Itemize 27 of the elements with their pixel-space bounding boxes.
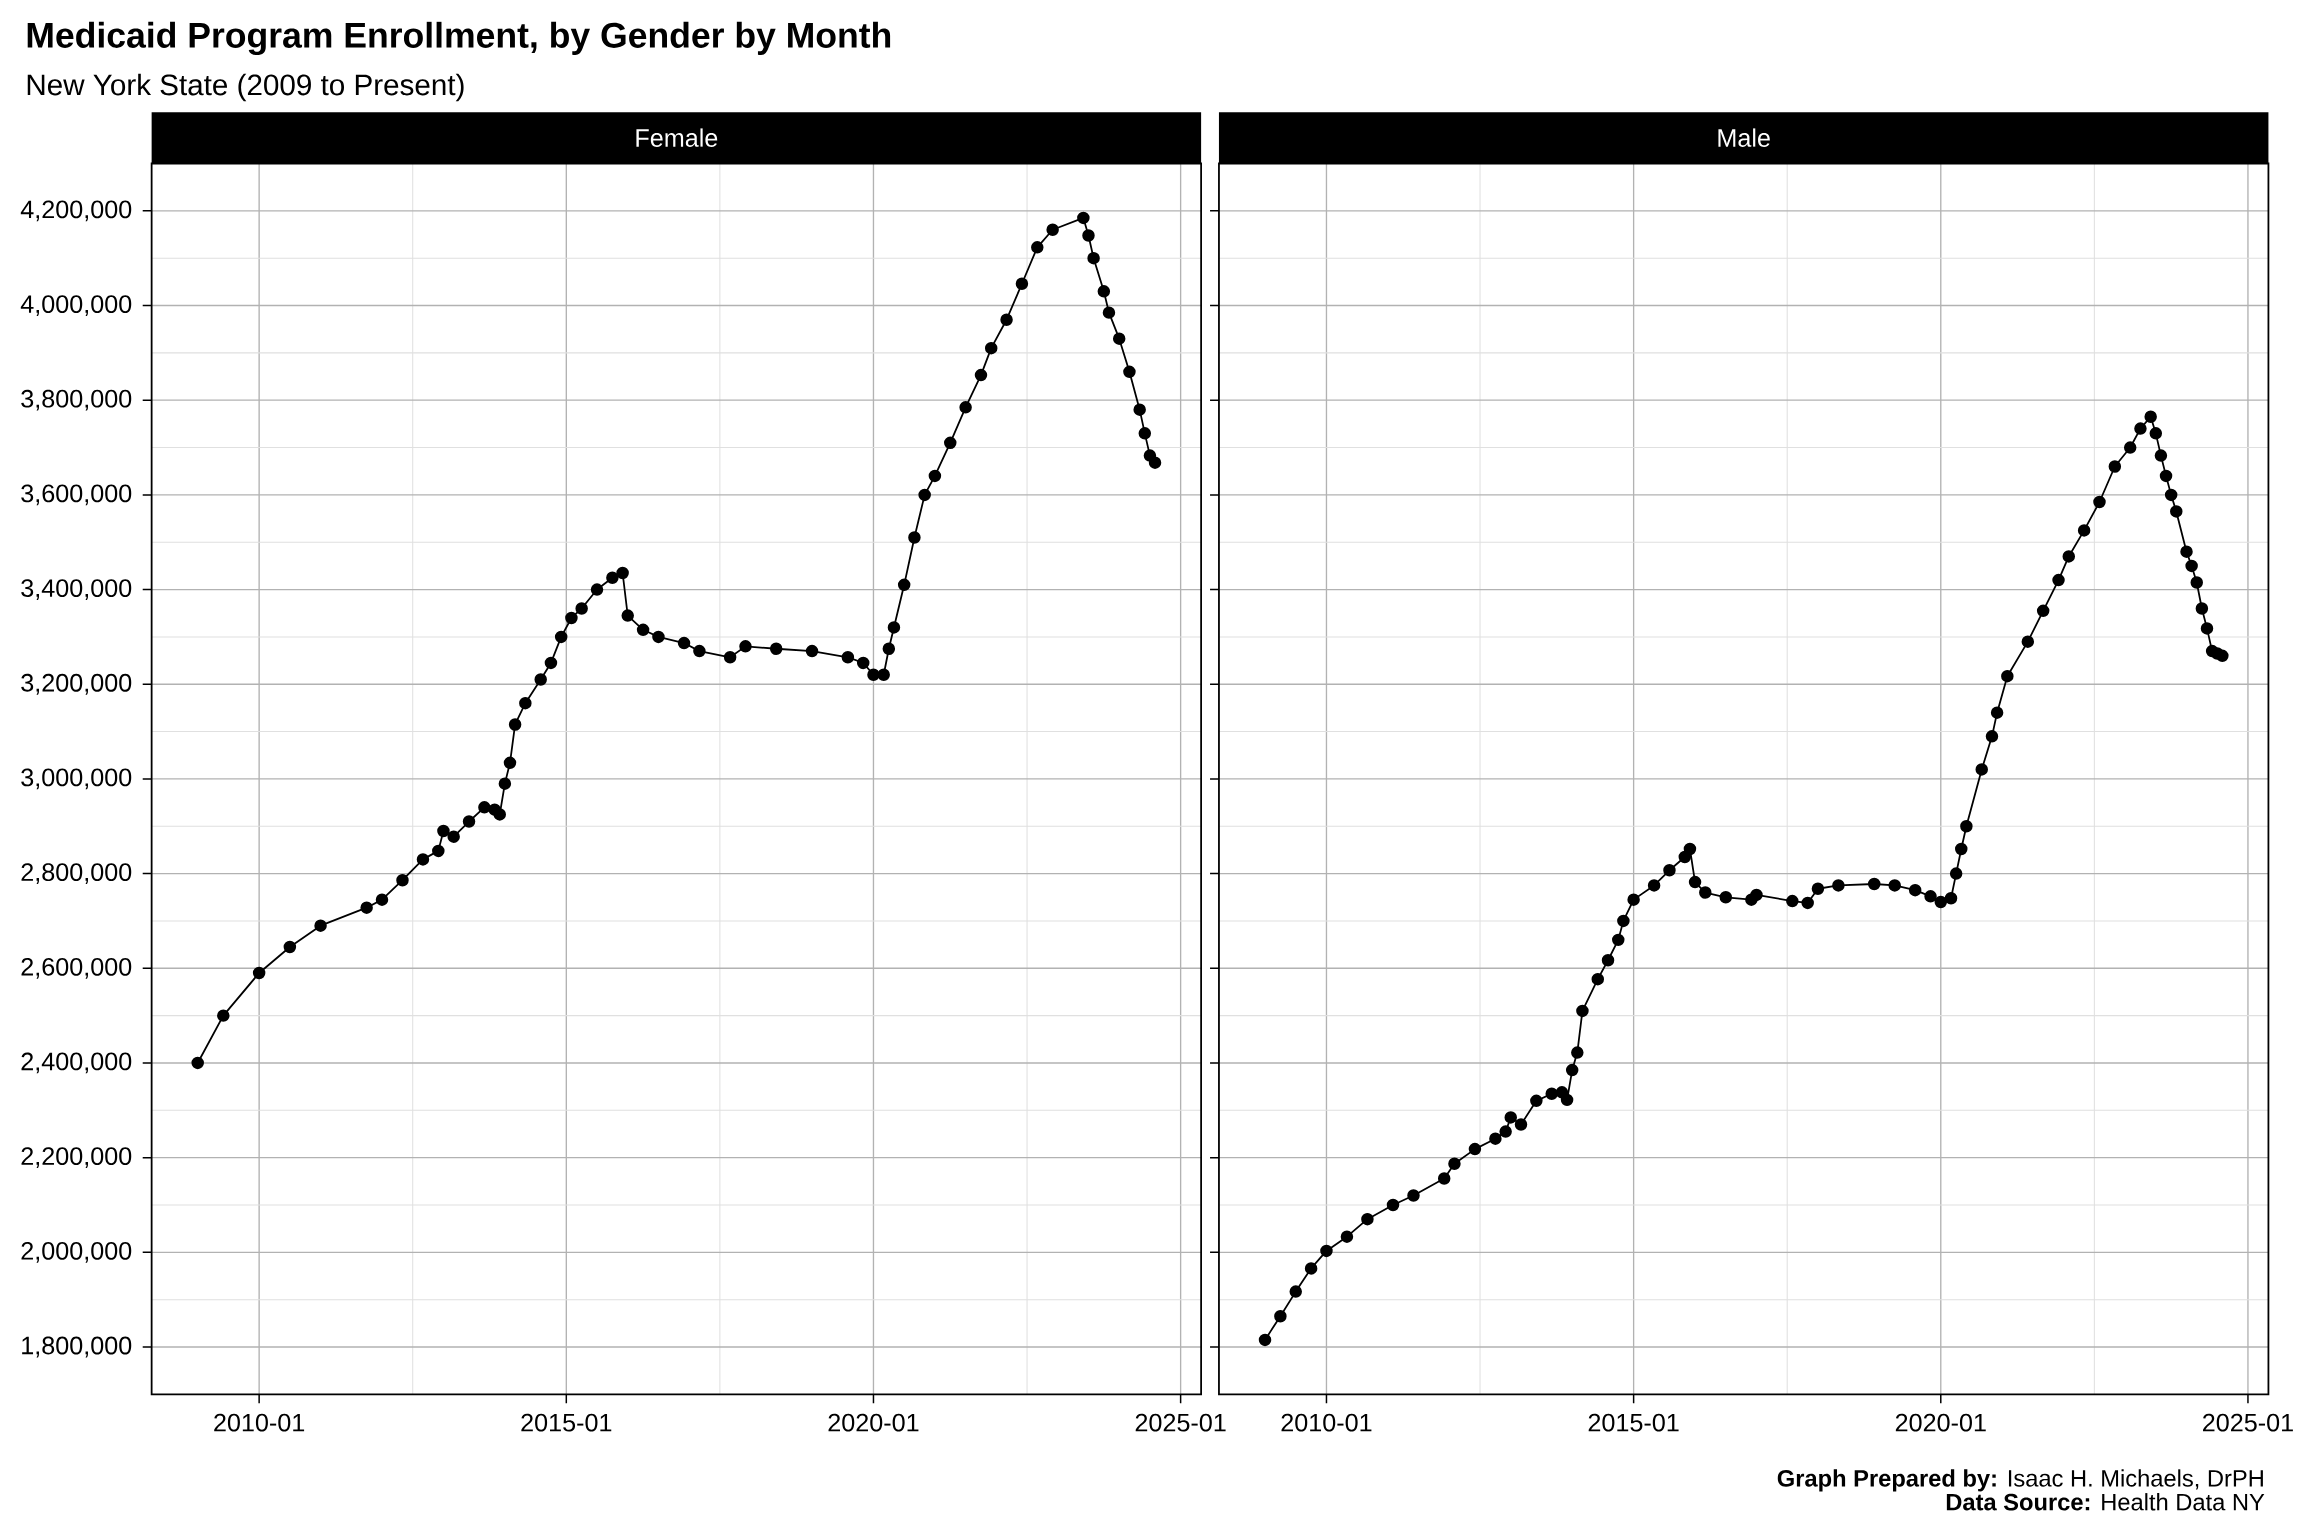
x-tick-label: 2015-01: [521, 1413, 612, 1432]
text: Graph Prepared by: Isaac H. Michaels, DrPH: [1777, 1469, 2263, 1492]
y-tick-label: 3,000,000: [21, 768, 132, 790]
x-tick-label: 2015-01: [1588, 1413, 1679, 1432]
x-tick-label: 2010-01: [214, 1413, 305, 1432]
x-tick-label: 2010-01: [1281, 1413, 1372, 1432]
y-tick-label: 3,200,000: [21, 673, 132, 695]
text: Female: [636, 128, 718, 147]
y-tick-label: 3,600,000: [21, 484, 132, 506]
y-tick-label: 4,200,000: [20, 200, 132, 222]
text: Male: [1718, 128, 1770, 147]
x-tick-label: 2025-01: [2203, 1413, 2293, 1432]
y-tick-label: 2,800,000: [21, 863, 132, 884]
y-tick-label: 2,400,000: [21, 1052, 132, 1074]
chart-subtitle: New York State (2009 to Present): [27, 73, 464, 102]
y-tick-label: 2,200,000: [21, 1147, 132, 1168]
chart-title: Medicaid Program Enrollment, by Gender by Month: [27, 21, 891, 55]
y-tick-label: 3,800,000: [21, 389, 132, 411]
y-tick-label: 1,800,000: [22, 1336, 132, 1358]
y-tick-label: 2,600,000: [21, 957, 132, 979]
x-tick-label: 2020-01: [828, 1413, 919, 1432]
y-tick-label: 2,000,000: [21, 1241, 132, 1263]
y-tick-label: 3,400,000: [21, 579, 132, 600]
text: Data Source: Health Data NY: [1946, 1493, 2265, 1511]
y-tick-label: 4,000,000: [20, 295, 132, 316]
x-tick-label: 2025-01: [1135, 1413, 1226, 1432]
x-tick-label: 2020-01: [1895, 1413, 1986, 1432]
